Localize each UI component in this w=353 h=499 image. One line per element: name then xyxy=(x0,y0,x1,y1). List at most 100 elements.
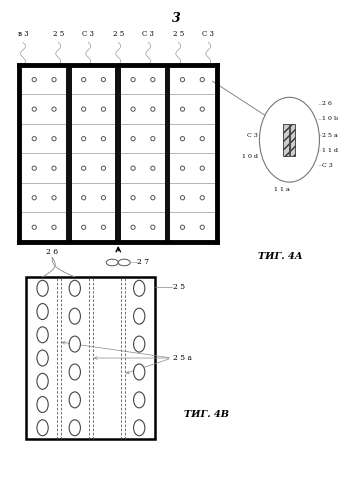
Ellipse shape xyxy=(32,166,36,170)
Text: 2 7: 2 7 xyxy=(137,258,149,266)
Bar xyxy=(168,154,217,183)
Text: C 3: C 3 xyxy=(247,133,258,138)
Bar xyxy=(168,124,217,154)
Bar xyxy=(118,183,168,213)
Circle shape xyxy=(259,97,319,182)
Bar xyxy=(283,124,289,156)
Ellipse shape xyxy=(131,137,135,141)
Text: 1 1 d: 1 1 d xyxy=(322,148,338,153)
Bar xyxy=(168,183,217,213)
Text: С 3: С 3 xyxy=(82,30,94,38)
Circle shape xyxy=(37,280,48,296)
Bar xyxy=(19,65,69,94)
Ellipse shape xyxy=(180,77,185,82)
Text: 1 0 d: 1 0 d xyxy=(242,154,258,159)
Bar xyxy=(69,65,118,94)
Text: 2 5: 2 5 xyxy=(173,283,185,291)
Ellipse shape xyxy=(101,166,106,170)
Ellipse shape xyxy=(151,225,155,230)
Text: 2 5 а: 2 5 а xyxy=(173,354,192,362)
Circle shape xyxy=(133,308,145,324)
Text: С 3: С 3 xyxy=(202,30,214,38)
Ellipse shape xyxy=(101,107,106,111)
Ellipse shape xyxy=(32,77,36,82)
Ellipse shape xyxy=(82,196,86,200)
Circle shape xyxy=(69,336,80,352)
Circle shape xyxy=(37,397,48,413)
Circle shape xyxy=(133,392,145,408)
Ellipse shape xyxy=(151,166,155,170)
Bar xyxy=(165,65,170,242)
Ellipse shape xyxy=(52,196,56,200)
Ellipse shape xyxy=(151,196,155,200)
Ellipse shape xyxy=(32,107,36,111)
Circle shape xyxy=(69,392,80,408)
Ellipse shape xyxy=(200,137,204,141)
Bar xyxy=(69,183,118,213)
Circle shape xyxy=(37,420,48,436)
Ellipse shape xyxy=(52,107,56,111)
Text: C 3: C 3 xyxy=(322,163,333,168)
Bar xyxy=(168,94,217,124)
Ellipse shape xyxy=(101,196,106,200)
Ellipse shape xyxy=(180,166,185,170)
Text: 1 1 а: 1 1 а xyxy=(274,187,289,192)
Circle shape xyxy=(69,280,80,296)
Ellipse shape xyxy=(131,107,135,111)
Bar xyxy=(69,154,118,183)
Ellipse shape xyxy=(200,196,204,200)
Ellipse shape xyxy=(200,77,204,82)
Ellipse shape xyxy=(82,77,86,82)
Bar xyxy=(118,213,168,242)
Ellipse shape xyxy=(151,107,155,111)
Ellipse shape xyxy=(82,166,86,170)
Ellipse shape xyxy=(131,225,135,230)
Ellipse shape xyxy=(131,166,135,170)
Text: 2 6: 2 6 xyxy=(46,248,58,256)
Circle shape xyxy=(37,327,48,343)
Text: ΤИГ. 4А: ΤИГ. 4А xyxy=(258,252,303,261)
Text: 2 6: 2 6 xyxy=(322,101,332,106)
Circle shape xyxy=(37,350,48,366)
Ellipse shape xyxy=(52,166,56,170)
Bar xyxy=(19,65,217,242)
Bar xyxy=(19,124,69,154)
Bar xyxy=(66,65,72,242)
Ellipse shape xyxy=(32,137,36,141)
Circle shape xyxy=(133,364,145,380)
Circle shape xyxy=(69,308,80,324)
Bar xyxy=(168,213,217,242)
Ellipse shape xyxy=(131,77,135,82)
Ellipse shape xyxy=(101,225,106,230)
Bar xyxy=(69,213,118,242)
Bar xyxy=(118,65,168,94)
Text: 2 5: 2 5 xyxy=(173,30,184,38)
Bar xyxy=(290,124,295,156)
Ellipse shape xyxy=(32,225,36,230)
Bar xyxy=(69,124,118,154)
Bar xyxy=(168,65,217,94)
Text: 2 5: 2 5 xyxy=(53,30,64,38)
Text: в 3: в 3 xyxy=(18,30,28,38)
Ellipse shape xyxy=(180,225,185,230)
Circle shape xyxy=(37,303,48,319)
Circle shape xyxy=(37,373,48,389)
Bar xyxy=(118,154,168,183)
Bar xyxy=(19,183,69,213)
Circle shape xyxy=(133,280,145,296)
Circle shape xyxy=(133,420,145,436)
Bar xyxy=(118,94,168,124)
Ellipse shape xyxy=(200,166,204,170)
Bar xyxy=(19,213,69,242)
Ellipse shape xyxy=(200,225,204,230)
Ellipse shape xyxy=(200,107,204,111)
Text: С 3: С 3 xyxy=(142,30,154,38)
Text: ΤИГ. 4В: ΤИГ. 4В xyxy=(184,410,228,419)
Ellipse shape xyxy=(32,196,36,200)
Ellipse shape xyxy=(151,77,155,82)
Ellipse shape xyxy=(82,107,86,111)
Text: 3: 3 xyxy=(172,12,181,25)
Bar xyxy=(19,94,69,124)
Bar xyxy=(26,277,155,439)
Ellipse shape xyxy=(52,225,56,230)
